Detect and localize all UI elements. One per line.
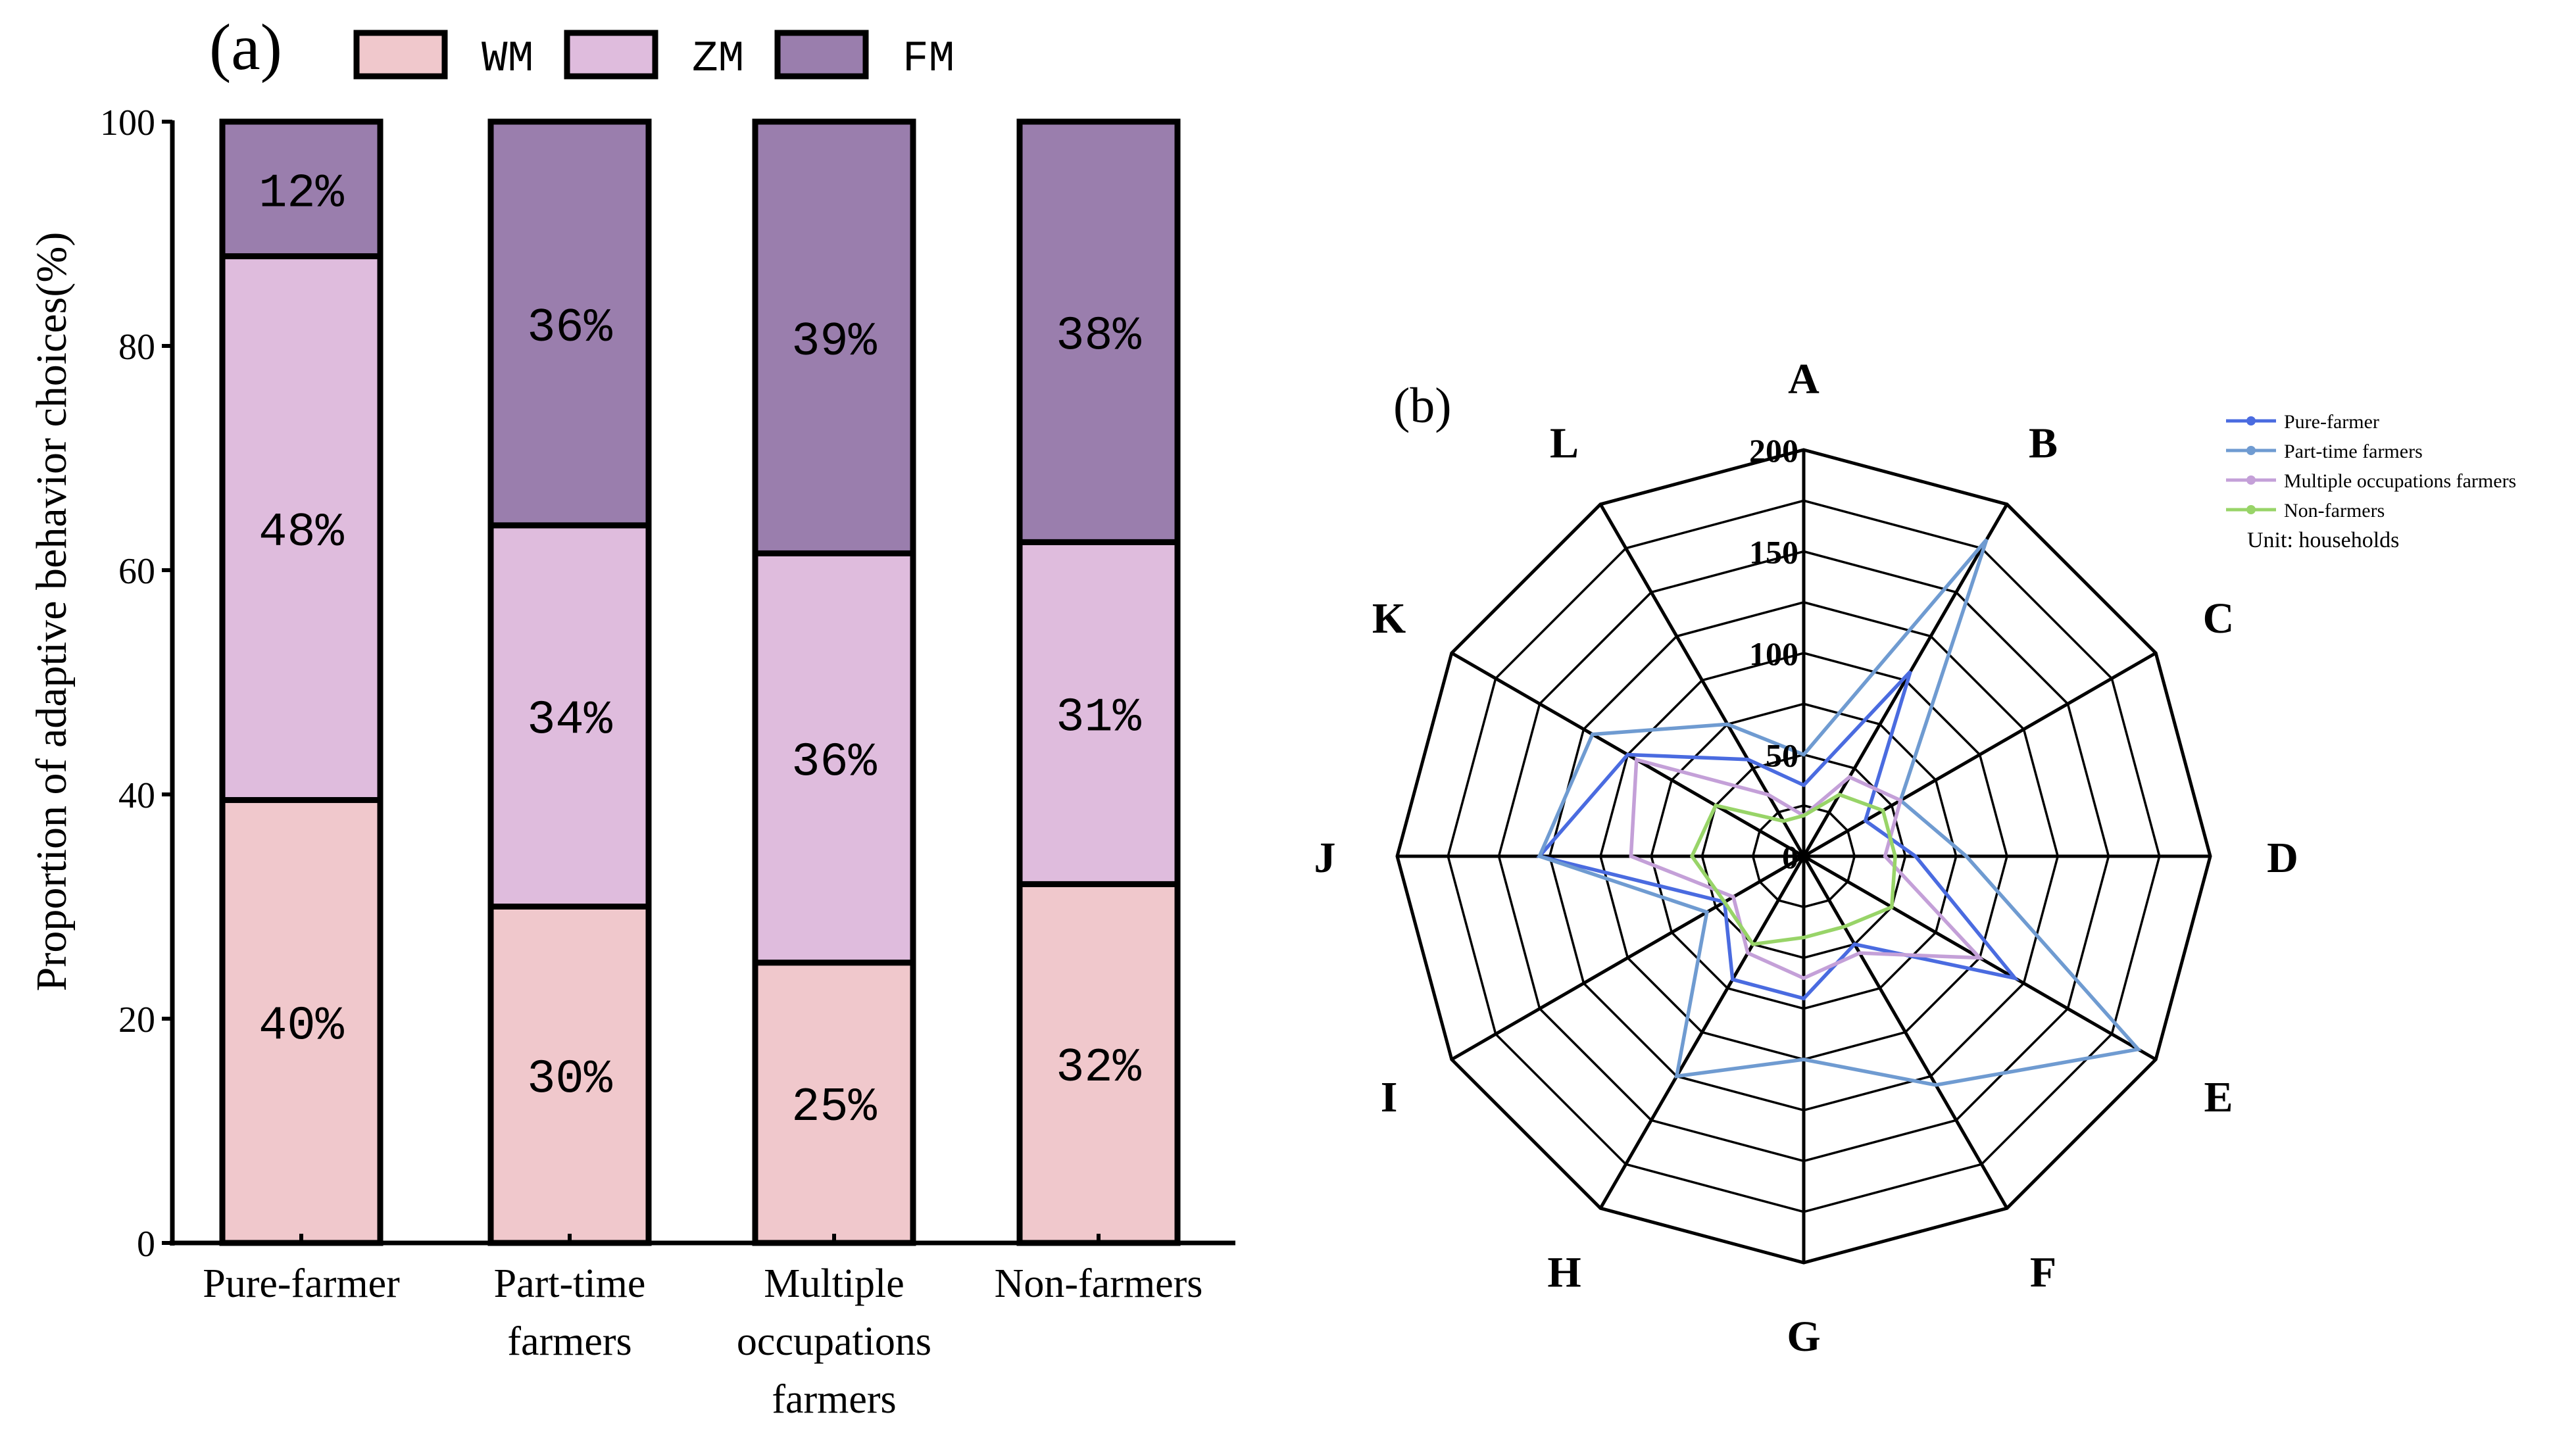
radar-axis-label: F	[2030, 1248, 2056, 1296]
bar-value-label: 32%	[1056, 1041, 1141, 1095]
x-tick-label: Part-time farmers	[494, 1261, 646, 1364]
bar-value-label: 12%	[259, 166, 344, 220]
bar-segment-fm	[487, 118, 652, 529]
panel-label-a: (a)	[209, 11, 282, 84]
radar-series-line	[1629, 757, 1985, 981]
bar-segment-fm	[1016, 118, 1181, 545]
y-tick-label: 100	[100, 103, 155, 143]
bar-value-label: 31%	[1056, 691, 1141, 744]
radar-series-line	[1536, 670, 2020, 1001]
bar-segment-zm	[1016, 539, 1181, 887]
bar-legend: WM ZM FM	[353, 30, 954, 84]
bar-value-label: 36%	[527, 301, 612, 355]
radar-ring-label: 200	[1749, 432, 1798, 469]
radar-spoke	[1450, 854, 1805, 1061]
radar-ring-label: 100	[1749, 635, 1798, 672]
radar-axis-label: E	[2204, 1073, 2233, 1121]
legend-label-zm: ZM	[692, 34, 744, 84]
radar-axis-label: A	[1788, 355, 1820, 403]
bar-value-label: 38%	[1056, 310, 1141, 364]
bars: 40% 48% 12% 30% 34% 36% 25% 36% 39% 32% 31% 38%	[219, 118, 1181, 1246]
unit-note: Unit: households	[2247, 528, 2399, 552]
bar-segment-zm	[487, 522, 652, 910]
x-tick-label: Non-farmers	[995, 1261, 1203, 1306]
radar-grid	[1395, 448, 2212, 1265]
bar-value-label: 36%	[791, 736, 877, 790]
x-tick-label: Multiple occupations farmers	[737, 1261, 931, 1422]
bar-segment-wm	[219, 797, 384, 1246]
radar-spoke	[1598, 855, 1806, 1209]
radar-axis-label: H	[1547, 1248, 1581, 1296]
radar-labels: A B C D E F G H I J K L 0 50 100 150 200	[1314, 355, 2298, 1361]
bar-segment-wm	[487, 904, 652, 1246]
legend-label: Multiple occupations farmers	[2284, 470, 2516, 492]
bar-value-label: 30%	[527, 1052, 612, 1106]
bar-axes: 0 20 40 60 80 100 Pure-farmer Part-time farmers M…	[100, 103, 1235, 1422]
legend-label-fm: FM	[903, 34, 954, 84]
legend-marker	[2246, 505, 2256, 514]
radar-chart: (b) A B C D E F G H I J K L 0 50 100 150 200 Pure-farmer…	[1314, 355, 2517, 1361]
y-tick-label: 60	[118, 551, 155, 592]
x-tick-label: Pure-farmer	[203, 1261, 400, 1306]
y-axis-label: Proportion of adaptive behavior choices(…	[28, 232, 76, 992]
legend-label: Part-time farmers	[2284, 441, 2423, 462]
y-tick-label: 80	[118, 327, 155, 368]
radar-ring-label: 0	[1782, 838, 1798, 875]
bar-value-label: 48%	[259, 506, 344, 560]
bar-value-label: 34%	[527, 694, 612, 748]
legend-swatch-zm	[564, 30, 658, 80]
radar-axis-label: D	[2267, 834, 2298, 882]
radar-spoke	[1802, 855, 2009, 1209]
radar-axis-label: I	[1381, 1073, 1398, 1121]
legend-marker	[2246, 475, 2256, 485]
bar-value-label: 40%	[259, 999, 344, 1053]
bar-segment-fm	[752, 118, 916, 556]
radar-axis-label: G	[1787, 1313, 1820, 1361]
legend-label: Non-farmers	[2284, 500, 2385, 522]
legend-marker	[2246, 416, 2256, 425]
y-tick-label: 40	[118, 775, 155, 816]
y-tick-label: 20	[118, 1000, 155, 1040]
radar-axis-label: B	[2029, 420, 2058, 468]
legend-marker	[2246, 446, 2256, 455]
legend-swatch-fm	[774, 30, 869, 80]
radar-ring-label: 50	[1766, 737, 1798, 774]
radar-spoke	[1802, 651, 2157, 858]
radar-series-line	[1537, 538, 2142, 1087]
bar-value-label: 25%	[791, 1081, 877, 1134]
panel-label-b: (b)	[1393, 378, 1452, 433]
legend-label-wm: WM	[482, 34, 533, 84]
stacked-bar-chart: (a) WM ZM FM 40% 48% 12% 30% 34% 36% 25% 36% 39% 32…	[28, 11, 1235, 1422]
radar-axis-label: L	[1550, 420, 1579, 468]
radar-axis-label: C	[2203, 595, 2235, 643]
radar-axis-label: J	[1314, 834, 1336, 882]
bar-segment-zm	[219, 253, 384, 804]
radar-series-line	[1689, 792, 1897, 946]
radar-series	[1536, 538, 2142, 1087]
legend-swatch-wm	[353, 30, 448, 80]
radar-legend: Pure-farmer Part-time farmers Multiple occ…	[2226, 411, 2516, 552]
legend-label: Pure-farmer	[2284, 411, 2379, 433]
bar-segment-zm	[752, 550, 916, 966]
y-tick-label: 0	[137, 1224, 155, 1265]
radar-ring-label: 150	[1749, 534, 1798, 571]
bar-segment-fm	[219, 118, 384, 260]
radar-axis-label: K	[1372, 595, 1406, 643]
bar-value-label: 39%	[791, 315, 877, 369]
bar-segment-wm	[1016, 881, 1181, 1246]
